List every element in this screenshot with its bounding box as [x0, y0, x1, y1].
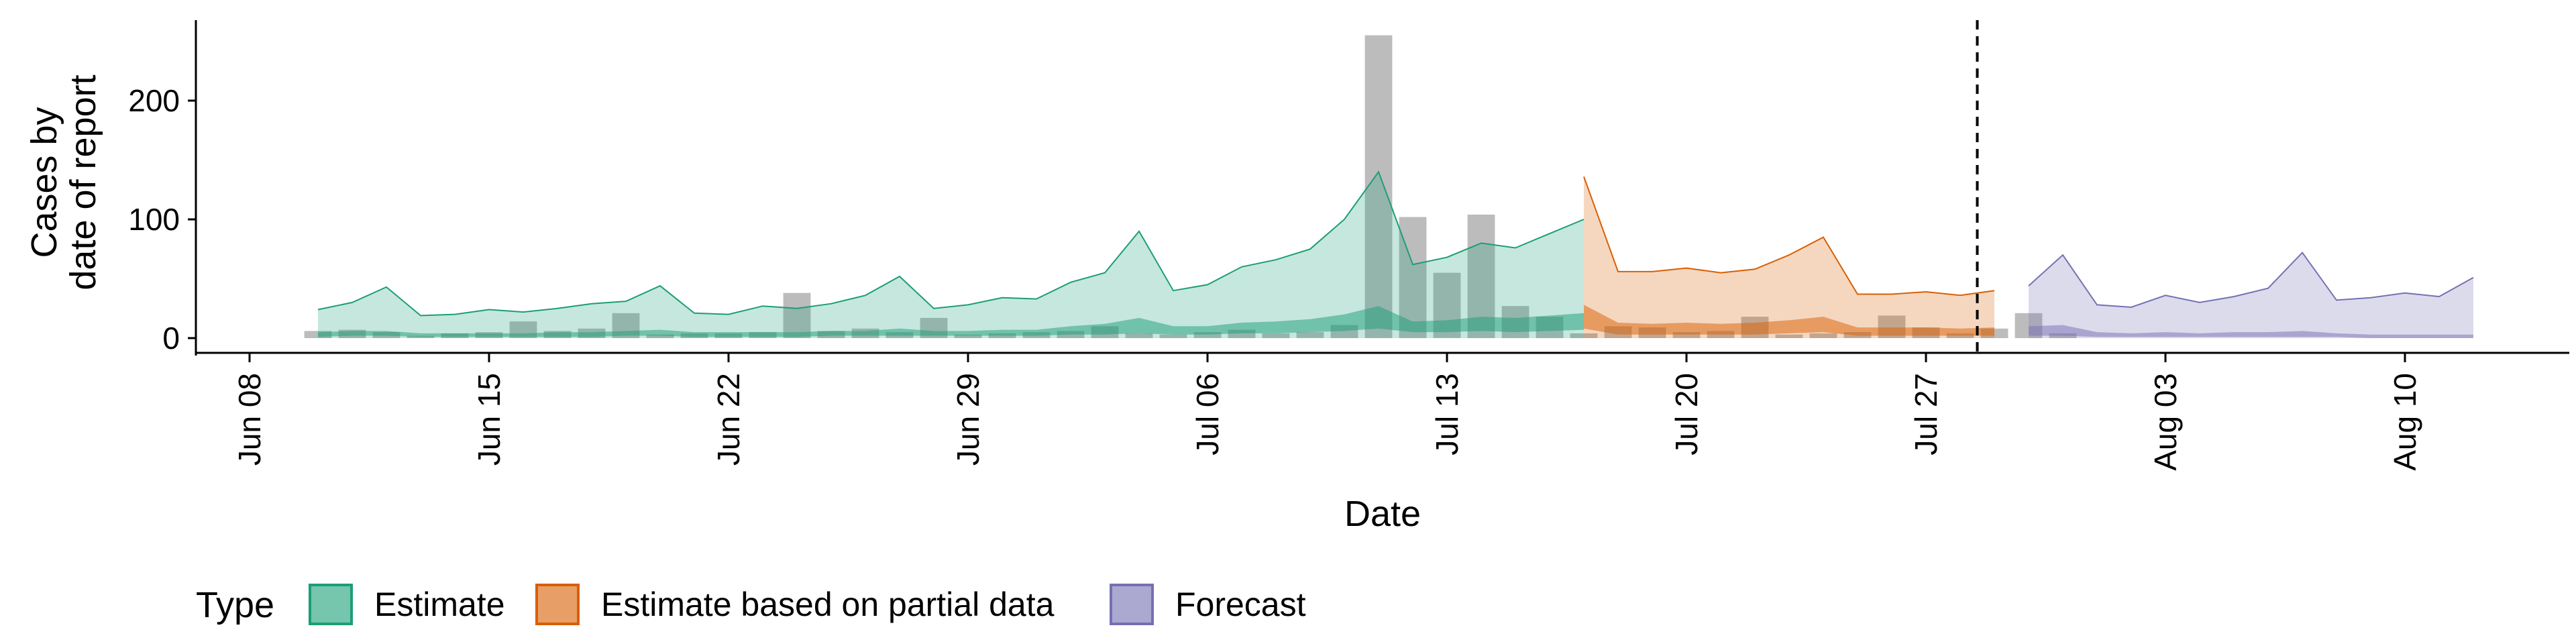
- y-tick-label: 100: [128, 202, 180, 237]
- reported-case-bar: [1296, 332, 1324, 338]
- legend: Type Estimate Estimate based on partial …: [196, 584, 1306, 625]
- y-axis-title: Cases by date of report: [24, 74, 103, 290]
- estimate-upper-line: [317, 170, 1585, 317]
- y-axis-ticks: 0 100 200: [128, 83, 196, 356]
- reported-case-bar: [1364, 35, 1393, 338]
- axes: [195, 20, 2569, 356]
- x-tick-label: Jul 13: [1430, 373, 1464, 455]
- x-tick-label: Jun 08: [232, 373, 267, 466]
- legend-label-forecast: Forecast: [1175, 586, 1306, 623]
- x-tick-label: Jun 22: [711, 373, 746, 466]
- partial-upper-line: [1583, 176, 1995, 297]
- reported-case-bar: [1193, 332, 1222, 338]
- x-tick-label: Jun 29: [951, 373, 985, 466]
- estimate-bands: [317, 170, 2474, 338]
- reported-case-bar: [1809, 333, 1837, 338]
- x-axis-ticks: Jun 08 Jun 15 Jun 22 Jun 29 Jul 06 Jul 13 Jul …: [232, 353, 2422, 471]
- forecast-upper-line: [2028, 252, 2474, 309]
- x-tick-label: Jul 06: [1190, 373, 1225, 455]
- estimate-outer-band: [318, 172, 1584, 338]
- legend-label-partial: Estimate based on partial data: [601, 586, 1055, 623]
- x-tick-label: Aug 03: [2148, 373, 2183, 471]
- legend-label-estimate: Estimate: [374, 586, 505, 623]
- legend-key-partial: [535, 584, 580, 625]
- x-tick-label: Jul 20: [1669, 373, 1704, 455]
- forecast-inner-band: [2029, 325, 2473, 338]
- x-tick-label: Jul 27: [1909, 373, 1943, 455]
- y-axis-title-line-2: date of report: [63, 74, 103, 290]
- legend-key-estimate: [309, 584, 353, 625]
- reported-case-bar: [1159, 334, 1187, 338]
- estimate-inner-band: [318, 306, 1584, 337]
- forecast-outer-band: [2029, 252, 2473, 338]
- x-tick-label: Jun 15: [472, 373, 506, 466]
- y-tick-label: 200: [128, 83, 180, 118]
- reported-case-bar: [1570, 333, 1598, 338]
- reported-case-bar: [407, 335, 435, 338]
- reported-case-bar: [783, 292, 811, 338]
- y-tick-label: 0: [162, 321, 180, 356]
- reported-case-bar: [1775, 334, 1803, 338]
- reported-case-bar: [646, 334, 674, 338]
- x-tick-label: Aug 10: [2387, 373, 2422, 471]
- legend-key-forecast: [1110, 584, 1154, 625]
- partial-outer-band: [1584, 176, 1994, 338]
- reported-case-bar: [1125, 333, 1153, 338]
- partial-inner-band: [1584, 305, 1994, 336]
- reported-case-bar: [954, 334, 982, 338]
- reported-case-bar: [1262, 333, 1290, 338]
- legend-title: Type: [196, 585, 274, 625]
- x-axis-title: Date: [1344, 494, 1421, 534]
- reported-case-bar: [1672, 332, 1701, 338]
- y-axis-title-line-1: Cases by: [24, 107, 64, 258]
